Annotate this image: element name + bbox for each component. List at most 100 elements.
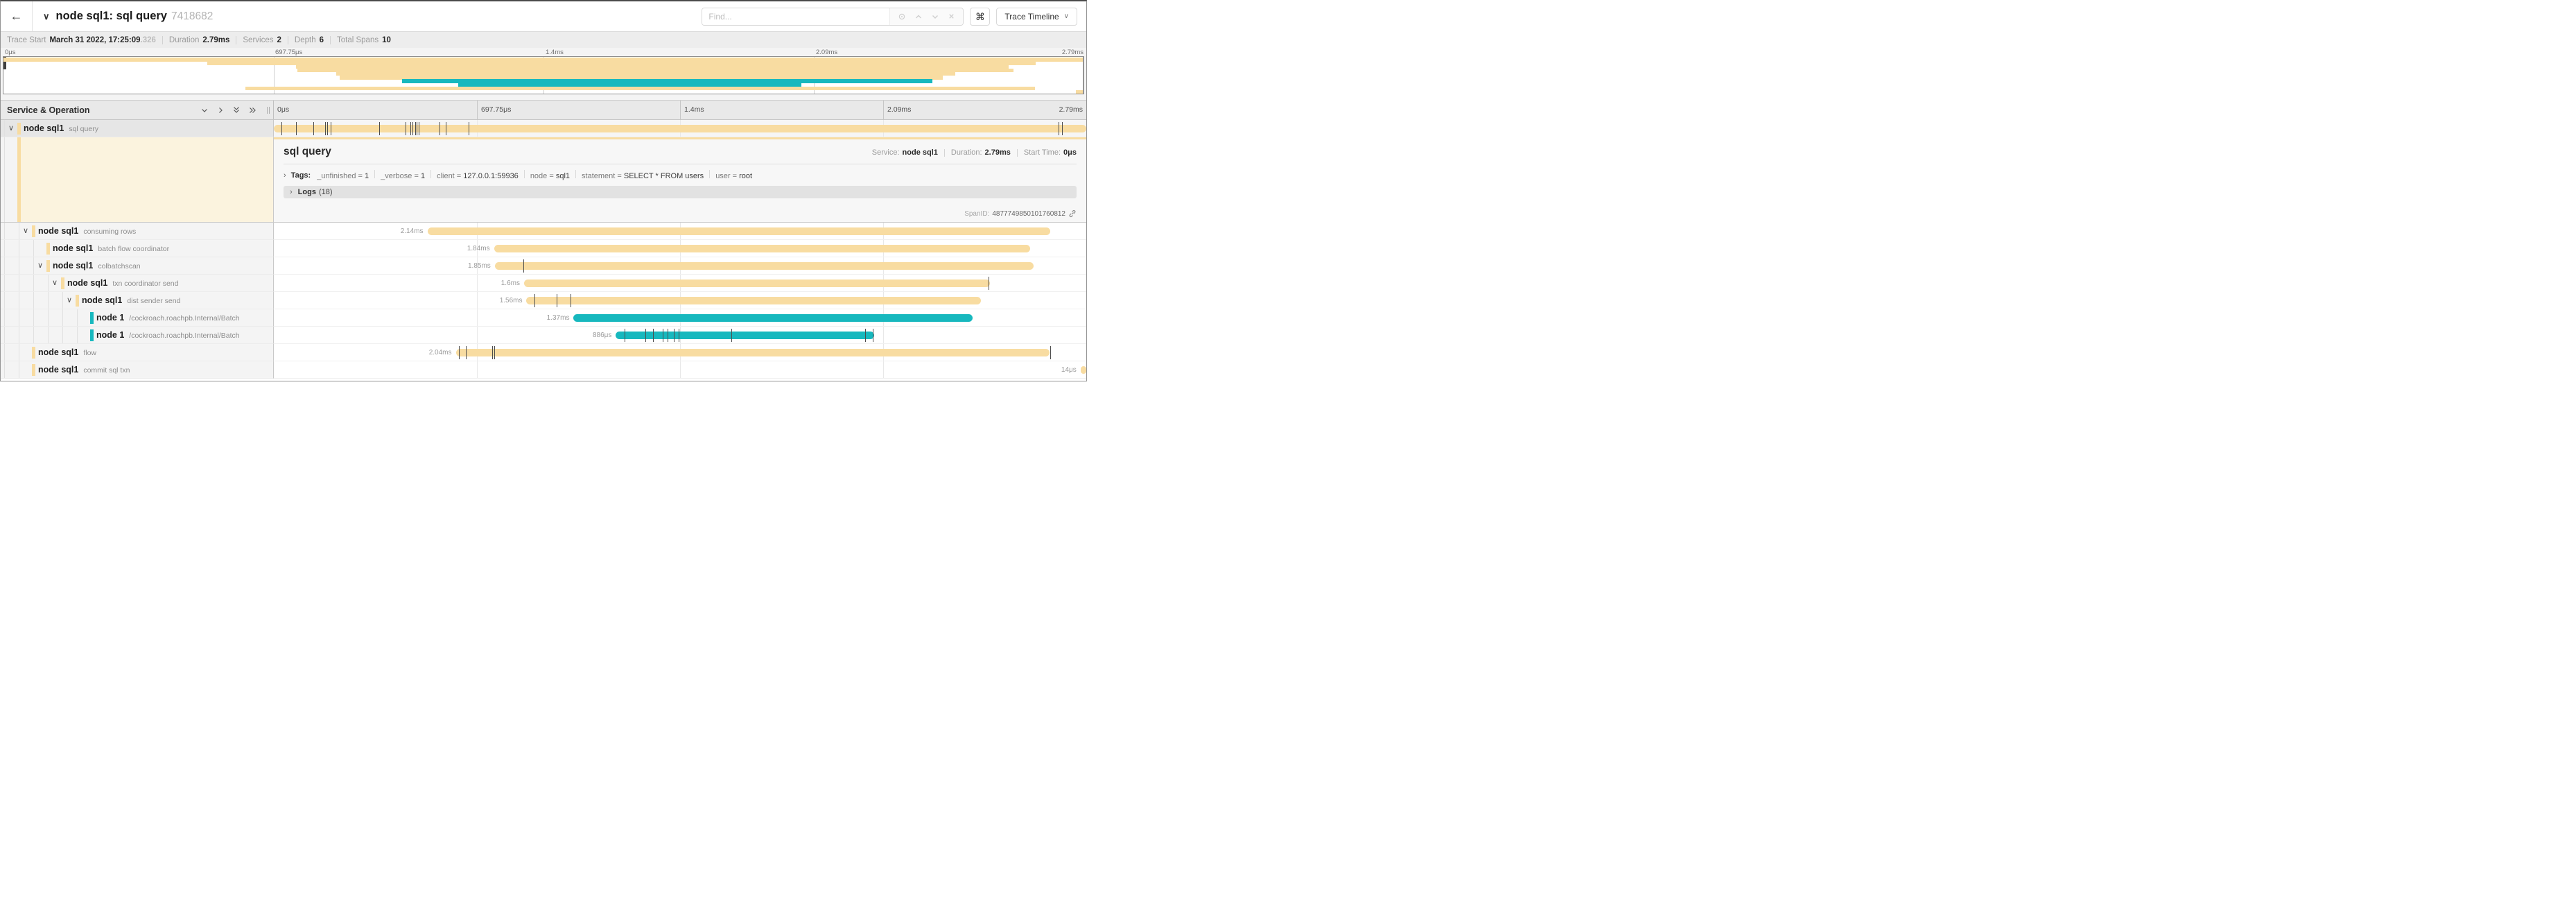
- minimap-ruler: 0μs 697.75μs 1.4ms 2.09ms 2.79ms: [3, 49, 1084, 56]
- log-marker-tick: [281, 122, 282, 135]
- span-bar-row[interactable]: 1.37ms: [274, 309, 1086, 327]
- ruler-tick-label: 697.75μs: [275, 49, 303, 56]
- ruler-cell: 2.09ms: [883, 101, 1086, 119]
- span-tree-row[interactable]: ∨ node sql1 dist sender send: [1, 292, 274, 309]
- span-tree-row[interactable]: node sql1 commit sql txn: [1, 361, 274, 379]
- expand-chevron-icon[interactable]: ∨: [66, 296, 73, 304]
- log-marker-tick: [327, 122, 329, 135]
- span-bar[interactable]: [1080, 366, 1086, 374]
- span-detail-title: sql query: [284, 146, 331, 157]
- clear-find-close-icon[interactable]: [948, 12, 955, 20]
- span-bar[interactable]: [616, 332, 875, 339]
- operation-name: batch flow coordinator: [98, 245, 170, 253]
- trace-stats-bar: Trace Start March 31 2022, 17:25:09 .326…: [1, 32, 1086, 48]
- minimap-left-drag-handle[interactable]: [3, 57, 6, 69]
- depth-value: 6: [319, 35, 324, 44]
- span-color-accent: [61, 277, 64, 289]
- span-bar-row[interactable]: 1.84ms: [274, 240, 1086, 257]
- log-marker-tick: [465, 346, 467, 359]
- span-bar-row[interactable]: 1.85ms: [274, 257, 1086, 275]
- span-bar[interactable]: [494, 245, 1031, 252]
- span-color-accent: [17, 123, 21, 135]
- span-color-accent: [46, 260, 50, 272]
- span-rows: ∨ node sql1 sql query sql query Service: no…: [1, 120, 1086, 379]
- span-bar-row[interactable]: 1.56ms: [274, 292, 1086, 309]
- tags-label: Tags:: [290, 171, 311, 180]
- span-bar[interactable]: [573, 314, 973, 322]
- ruler-cell: 0μs: [274, 101, 477, 119]
- span-bar-row[interactable]: 2.04ms: [274, 344, 1086, 361]
- span-row: ∨ node sql1 dist sender send 1.56ms: [1, 292, 1086, 309]
- span-color-accent: [32, 347, 35, 359]
- service-name: node sql1 sql query: [24, 123, 98, 133]
- timeline-ruler: 0μs 697.75μs 1.4ms 2.09ms 2.79ms: [274, 101, 1086, 119]
- timeline-gridline: [477, 309, 478, 326]
- span-color-accent: [90, 312, 94, 324]
- locate-icon[interactable]: [898, 12, 906, 21]
- span-bar[interactable]: [494, 262, 1034, 270]
- log-marker-tick: [1050, 346, 1052, 359]
- span-bar[interactable]: [427, 227, 1051, 235]
- expand-chevron-icon[interactable]: ∨: [51, 279, 58, 287]
- span-tree-row[interactable]: ∨ node sql1 consuming rows: [1, 223, 274, 240]
- deep-link-icon[interactable]: [1068, 209, 1077, 218]
- indent-guide: [4, 361, 5, 378]
- log-marker-tick: [1061, 122, 1063, 135]
- span-bar-row[interactable]: 1.6ms: [274, 275, 1086, 292]
- span-id-value: 4877749850101760812: [992, 209, 1065, 218]
- timeline-gridline: [883, 361, 884, 378]
- indent-guide: [33, 240, 34, 257]
- span-row: node sql1 batch flow coordinator 1.84ms: [1, 240, 1086, 257]
- minimap-span-bar: [3, 58, 1084, 62]
- keyboard-shortcuts-button[interactable]: ⌘: [970, 7, 991, 26]
- ruler-tick-label: 2.79ms: [1059, 105, 1083, 114]
- collapse-trace-chevron-icon[interactable]: ∨: [43, 10, 50, 22]
- span-bar-row[interactable]: 14μs: [274, 361, 1086, 379]
- back-button[interactable]: ←: [1, 1, 33, 31]
- span-row: ∨ node sql1 txn coordinator send 1.6ms: [1, 275, 1086, 292]
- tag-item: client = 127.0.0.1:59936: [437, 172, 519, 180]
- span-bar-row[interactable]: 2.14ms: [274, 223, 1086, 240]
- indent-guide: [4, 292, 5, 309]
- expand-one-chevron-right-icon[interactable]: [216, 106, 225, 114]
- span-tree-row[interactable]: ∨ node sql1 sql query: [1, 120, 274, 137]
- span-duration-label: 1.84ms: [467, 245, 490, 252]
- span-row: ∨ node sql1 sql query: [1, 120, 1086, 137]
- prev-result-chevron-up-icon[interactable]: [914, 12, 923, 21]
- span-tree-row[interactable]: node sql1 batch flow coordinator: [1, 240, 274, 257]
- expand-chevron-icon[interactable]: ∨: [8, 124, 15, 132]
- find-input[interactable]: [702, 8, 890, 25]
- expand-all-double-chevron-right-icon[interactable]: [248, 106, 257, 114]
- span-bar[interactable]: [526, 297, 981, 304]
- span-duration-label: 1.85ms: [467, 262, 491, 270]
- collapse-all-double-chevron-down-icon[interactable]: [232, 105, 241, 114]
- span-tree-row[interactable]: node 1/cockroach.roachpb.Internal/Batch: [1, 309, 274, 327]
- tags-accordion[interactable]: › Tags: _unfinished = 1 _verbose = 1 clien…: [284, 170, 1077, 180]
- collapse-one-chevron-down-icon[interactable]: [200, 106, 209, 114]
- span-tree-row[interactable]: ∨ node sql1 txn coordinator send: [1, 275, 274, 292]
- span-tree-row[interactable]: node sql1 flow: [1, 344, 274, 361]
- log-marker-tick: [731, 329, 732, 342]
- span-bar[interactable]: [523, 280, 990, 287]
- span-bar[interactable]: [455, 349, 1050, 356]
- timeline-gridline: [680, 361, 681, 378]
- service-operation-title: Service & Operation: [7, 105, 90, 115]
- panel-resize-grip[interactable]: [267, 106, 270, 114]
- expand-chevron-icon[interactable]: ∨: [22, 227, 29, 235]
- log-marker-tick: [324, 122, 326, 135]
- span-detail-panel: sql query Service: node sql1 Duration: 2.7…: [274, 137, 1086, 222]
- minimap-viewport[interactable]: [3, 56, 1084, 94]
- logs-accordion[interactable]: › Logs (18): [284, 186, 1077, 198]
- minimap-span-bar: [296, 64, 1009, 69]
- tag-separator: [523, 170, 525, 178]
- log-marker-tick: [492, 346, 494, 359]
- span-bar-row[interactable]: 886μs: [274, 327, 1086, 344]
- ruler-tick-label: 2.09ms: [816, 49, 838, 56]
- span-bar-row[interactable]: [274, 120, 1086, 137]
- span-tree-row[interactable]: ∨ node sql1 colbatchscan: [1, 257, 274, 275]
- trace-view-selector-button[interactable]: Trace Timeline ∨: [996, 7, 1077, 26]
- span-bar[interactable]: [274, 125, 1086, 132]
- expand-chevron-icon[interactable]: ∨: [37, 261, 44, 270]
- next-result-chevron-down-icon[interactable]: [931, 12, 939, 21]
- span-tree-row[interactable]: node 1/cockroach.roachpb.Internal/Batch: [1, 327, 274, 344]
